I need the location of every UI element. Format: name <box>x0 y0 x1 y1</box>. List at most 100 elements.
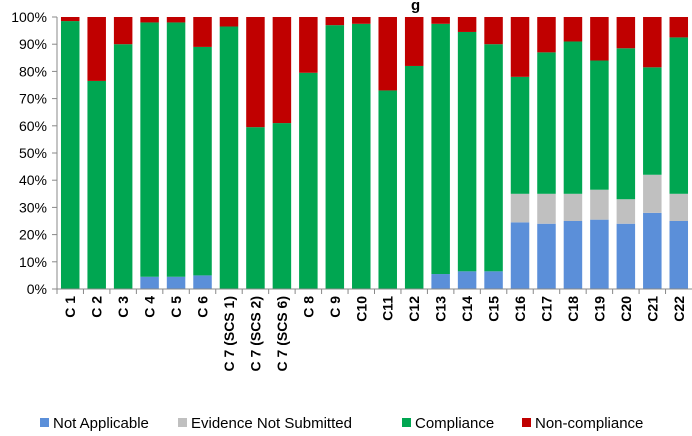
bar-segment-non-compliance <box>616 17 636 49</box>
x-tick-label: C 7 (SCS 2) <box>247 296 263 371</box>
bar-segment-non-compliance <box>219 17 239 27</box>
x-tick-label: C10 <box>353 296 369 322</box>
y-tick-label: 20% <box>19 227 47 243</box>
x-tick-label: C16 <box>512 296 528 322</box>
y-tick-label: 60% <box>19 118 47 134</box>
bar-segment-non-compliance <box>166 17 186 23</box>
x-tick-label: C 1 <box>62 296 78 318</box>
bar-segment-not-applicable <box>510 222 530 289</box>
bar-segment-not-applicable <box>616 223 636 289</box>
bar-segment-compliance <box>325 25 345 289</box>
bar-segment-non-compliance <box>246 17 265 128</box>
bar-segment-compliance <box>60 21 80 290</box>
x-tick-label: C14 <box>459 296 475 322</box>
bar-segment-non-compliance <box>352 17 371 24</box>
legend: Not Applicable Evidence Not Submitted Comp… <box>40 415 643 432</box>
bar-segment-compliance <box>404 65 424 290</box>
bar-segment-compliance <box>431 23 450 275</box>
bar-segment-evidence-not-submitted <box>537 193 556 224</box>
y-tick-label: 70% <box>19 91 47 107</box>
x-tick-label: C20 <box>618 296 634 322</box>
bar-segment-non-compliance <box>325 17 345 26</box>
bar-segment-compliance <box>166 22 186 277</box>
bar-segment-compliance <box>563 41 583 194</box>
x-tick-label: C 8 <box>300 296 316 318</box>
y-axis: 0% 10% 20% 30% 40% 50% 60% 70% 80% 90% 100% <box>11 9 58 297</box>
bar-segment-evidence-not-submitted <box>669 193 689 221</box>
x-tick-label: C 5 <box>168 296 184 318</box>
x-tick-label: C11 <box>380 296 396 321</box>
bar-segment-not-applicable <box>140 276 159 289</box>
bars <box>60 17 689 290</box>
bar-segment-compliance <box>352 23 371 290</box>
y-tick-label: 0% <box>27 281 47 297</box>
y-tick-label: 30% <box>19 199 47 215</box>
bar-segment-not-applicable <box>431 274 450 289</box>
bar-segment-compliance <box>299 72 318 289</box>
bar-segment-not-applicable <box>537 223 556 289</box>
bar-segment-non-compliance <box>193 17 212 47</box>
bar-segment-not-applicable <box>590 219 609 289</box>
y-tick-label: 100% <box>11 9 47 25</box>
legend-swatch <box>40 418 49 427</box>
chart-title: g <box>411 0 420 14</box>
bar-segment-compliance <box>590 60 609 190</box>
x-tick-label: C19 <box>591 296 607 322</box>
bar-segment-evidence-not-submitted <box>616 199 636 224</box>
bar-segment-compliance <box>272 123 292 289</box>
bar-segment-compliance <box>140 22 159 277</box>
x-tick-label: C22 <box>671 296 687 322</box>
bar-segment-non-compliance <box>299 17 318 73</box>
bar-segment-not-applicable <box>484 271 503 289</box>
bar-segment-compliance <box>193 46 212 276</box>
bar-segment-non-compliance <box>590 17 609 61</box>
bar-segment-non-compliance <box>457 17 477 32</box>
x-tick-label: C 9 <box>327 296 343 318</box>
bar-segment-non-compliance <box>484 17 503 45</box>
bar-segment-non-compliance <box>643 17 662 68</box>
bar-segment-non-compliance <box>140 17 159 23</box>
bar-segment-evidence-not-submitted <box>590 189 609 220</box>
bar-segment-non-compliance <box>113 17 133 45</box>
x-tick-label: C 7 (SCS 6) <box>274 296 290 371</box>
y-tick-label: 10% <box>19 254 47 270</box>
y-tick-label: 40% <box>19 172 47 188</box>
bar-segment-not-applicable <box>669 221 689 289</box>
x-axis: C 1 C 2 C 3 C 4 C 5 C 6 C 7 (SCS 1) C 7 (SCS 2)… <box>56 288 692 371</box>
bar-segment-compliance <box>87 80 106 289</box>
bar-segment-evidence-not-submitted <box>510 193 530 223</box>
legend-label: Compliance <box>415 415 494 432</box>
x-tick-label: C12 <box>406 296 422 322</box>
bar-segment-compliance <box>484 44 503 272</box>
bar-segment-compliance <box>643 67 662 175</box>
bar-segment-not-applicable <box>193 275 212 289</box>
bar-segment-compliance <box>113 44 133 290</box>
legend-swatch <box>402 418 411 427</box>
legend-label: Not Applicable <box>53 415 149 432</box>
bar-segment-non-compliance <box>563 17 583 42</box>
x-tick-label: C21 <box>644 296 660 322</box>
bar-segment-not-applicable <box>457 271 477 289</box>
legend-label: Non-compliance <box>535 415 643 432</box>
bar-segment-compliance <box>537 52 556 194</box>
bar-segment-compliance <box>378 90 397 289</box>
x-tick-label: C 4 <box>142 296 158 318</box>
bar-segment-non-compliance <box>669 17 689 38</box>
bar-segment-not-applicable <box>643 212 662 289</box>
bar-segment-non-compliance <box>87 17 106 81</box>
legend-label: Evidence Not Submitted <box>191 415 352 432</box>
bar-segment-non-compliance <box>404 17 424 66</box>
x-tick-label: C 7 (SCS 1) <box>221 296 237 371</box>
y-tick-label: 90% <box>19 36 47 52</box>
bar-segment-non-compliance <box>378 17 397 91</box>
x-tick-label: C13 <box>433 296 449 322</box>
x-tick-label: C15 <box>486 296 502 322</box>
x-tick-label: C 6 <box>195 296 211 318</box>
bar-segment-non-compliance <box>431 17 450 24</box>
bar-segment-evidence-not-submitted <box>643 174 662 213</box>
y-tick-label: 50% <box>19 145 47 161</box>
bar-segment-compliance <box>246 127 265 289</box>
bar-segment-compliance <box>669 37 689 194</box>
bar-segment-compliance <box>510 76 530 194</box>
